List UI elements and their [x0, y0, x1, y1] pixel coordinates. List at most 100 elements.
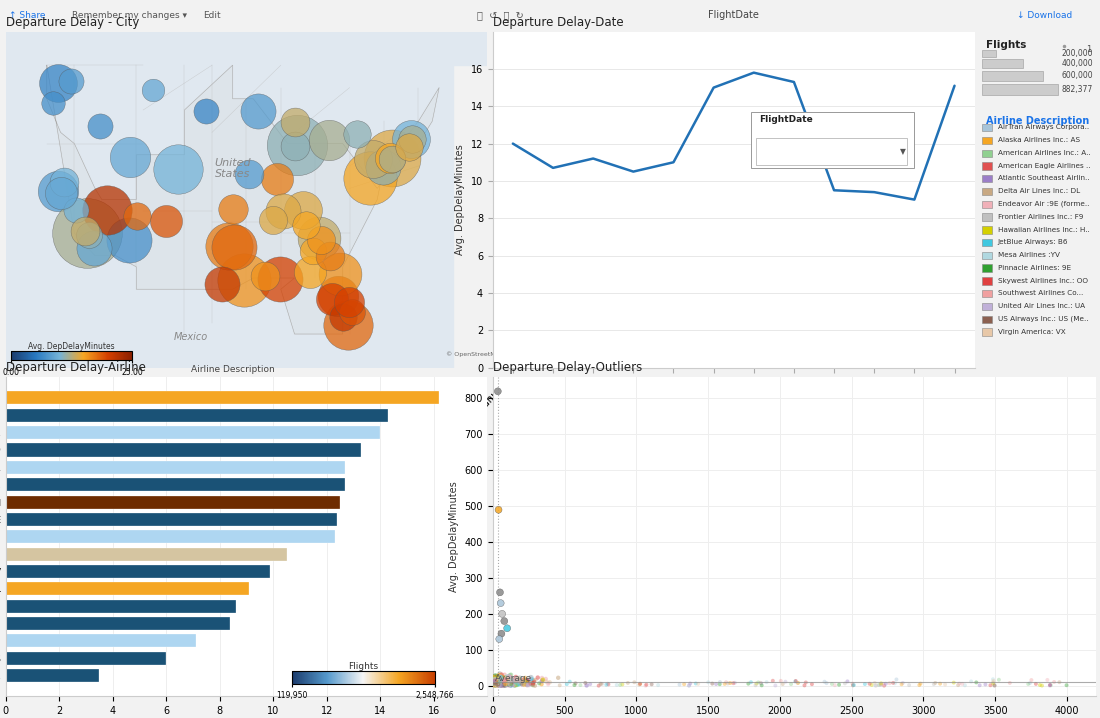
Bar [982, 149, 992, 157]
Point [487, 679, 505, 691]
Bar [6, 652, 166, 665]
Point [250, 106, 267, 117]
Point [522, 679, 540, 690]
Point [488, 673, 506, 684]
Point [500, 676, 518, 688]
Point [491, 668, 508, 679]
Point [525, 679, 542, 691]
Point [497, 671, 515, 683]
Point [484, 676, 502, 688]
Point [510, 677, 528, 689]
Point [495, 674, 513, 686]
Bar [982, 213, 992, 220]
Point [491, 678, 508, 689]
Point [912, 678, 930, 689]
Point [487, 673, 505, 684]
Point [509, 675, 527, 686]
Point [490, 678, 507, 689]
Point [496, 679, 514, 690]
Point [950, 678, 968, 689]
Point [510, 678, 528, 689]
Point [485, 679, 503, 690]
Text: United
States: United States [214, 158, 251, 180]
Point [487, 680, 505, 691]
Point [493, 674, 510, 686]
Point [487, 679, 505, 691]
Point [487, 674, 505, 686]
Point [502, 675, 519, 686]
Point [515, 678, 532, 689]
Point [498, 675, 516, 686]
Point [1020, 679, 1037, 690]
Point [513, 676, 530, 687]
Point [490, 671, 507, 683]
Text: Average: Average [495, 673, 532, 683]
Point [486, 679, 504, 690]
Point [565, 679, 583, 691]
Point [521, 679, 539, 690]
Point [1023, 674, 1041, 686]
Point [490, 676, 507, 687]
Point [52, 187, 69, 199]
Point [485, 672, 503, 684]
Point [488, 678, 506, 689]
Point [527, 674, 544, 686]
Point [500, 679, 518, 691]
Point [519, 677, 537, 689]
Point [1033, 680, 1050, 691]
Point [690, 679, 707, 690]
Point [493, 678, 510, 689]
Point [334, 312, 352, 323]
Point [510, 678, 528, 689]
Point [490, 676, 507, 687]
Point [486, 678, 504, 689]
Point [507, 671, 525, 683]
Point [310, 232, 328, 243]
Point [484, 679, 502, 691]
Text: Alaska Airlines Inc.: AS: Alaska Airlines Inc.: AS [998, 137, 1080, 143]
Point [220, 240, 238, 251]
Point [490, 676, 507, 688]
Point [487, 676, 505, 687]
Point [485, 676, 503, 687]
Point [508, 677, 526, 689]
Point [485, 673, 503, 685]
Point [509, 676, 527, 687]
Point [816, 676, 834, 687]
Bar [6, 426, 381, 439]
Point [521, 678, 539, 689]
Point [488, 670, 506, 681]
Point [492, 678, 509, 689]
Point [486, 679, 504, 691]
Point [486, 677, 504, 689]
Point [488, 679, 506, 690]
Point [485, 679, 503, 691]
Point [986, 680, 1003, 691]
Point [492, 677, 509, 689]
Text: 882,377: 882,377 [1062, 85, 1093, 94]
Point [485, 671, 503, 683]
Text: Last 3 years: Last 3 years [759, 152, 814, 162]
Point [491, 678, 508, 689]
Point [485, 676, 503, 688]
Point [968, 676, 986, 688]
Point [487, 676, 505, 687]
Point [485, 672, 503, 684]
Point [485, 679, 503, 690]
Point [786, 675, 804, 686]
Point [637, 680, 654, 691]
Point [485, 677, 503, 689]
Point [509, 676, 527, 688]
Point [492, 679, 509, 690]
Point [485, 676, 503, 687]
Point [777, 676, 794, 687]
Point [488, 677, 506, 689]
Point [487, 674, 505, 686]
Point [491, 679, 508, 691]
Point [688, 678, 705, 689]
Point [485, 677, 503, 689]
Point [513, 676, 530, 687]
Point [486, 676, 504, 687]
Point [526, 676, 543, 687]
Point [503, 679, 520, 690]
